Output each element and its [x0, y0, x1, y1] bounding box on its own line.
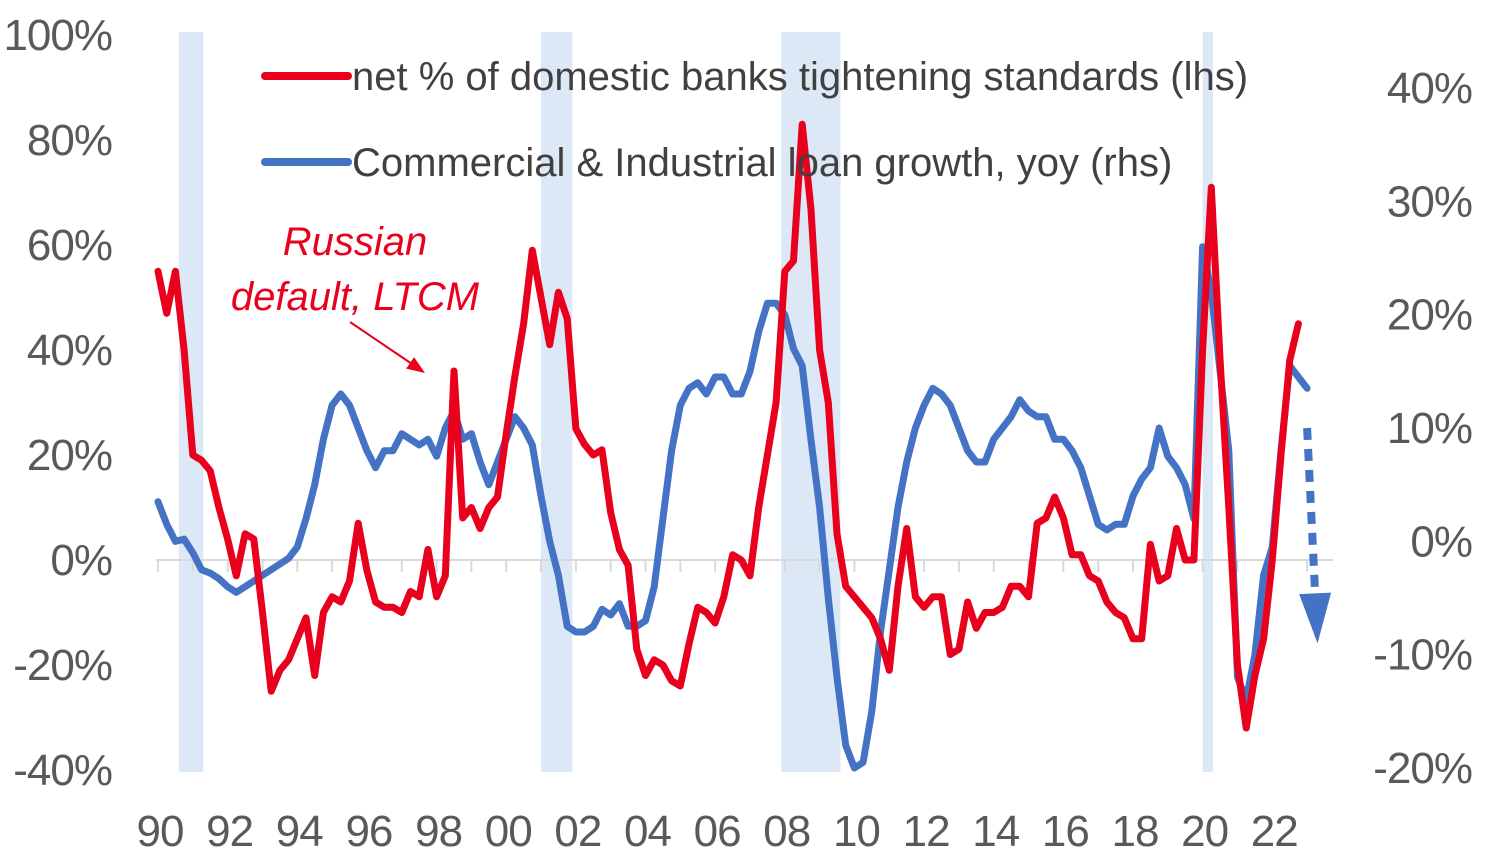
x-axis-label: 94	[276, 807, 323, 856]
x-axis-label: 96	[345, 807, 392, 856]
forecast-arrow-head	[1299, 592, 1332, 644]
x-axis-label: 10	[833, 807, 880, 856]
x-axis-label: 98	[415, 807, 462, 856]
x-axis-label: 18	[1112, 807, 1159, 856]
annotation-arrow	[349, 321, 416, 367]
left-axis-label: -20%	[13, 641, 112, 690]
x-axis-label: 02	[554, 807, 601, 856]
right-axis-label: 40%	[1387, 64, 1472, 113]
left-axis-labels: 100% 80% 60% 40% 20% 0% -20% -40%	[3, 11, 113, 795]
annotation-line-1: Russian	[283, 220, 428, 264]
series-lines	[154, 120, 1311, 772]
right-axis-label: 10%	[1387, 404, 1472, 453]
right-axis-label: -20%	[1373, 744, 1472, 793]
left-axis-label: -40%	[13, 746, 112, 795]
legend-label-tightening: net % of domestic banks tightening stand…	[352, 55, 1248, 99]
left-axis-label: 40%	[27, 326, 112, 375]
recession-band-1	[541, 32, 573, 772]
forecast-arrow	[1299, 427, 1332, 644]
x-axis-label: 00	[485, 807, 532, 856]
annotation-arrowhead	[406, 357, 425, 373]
annotation-line-2: default, LTCM	[231, 275, 480, 319]
legend-label-loan-growth: Commercial & Industrial loan growth, yoy…	[352, 141, 1172, 185]
x-axis-label: 12	[903, 807, 950, 856]
left-axis-label: 0%	[50, 536, 112, 585]
left-axis-label: 100%	[3, 11, 112, 60]
x-axis-label: 04	[624, 807, 671, 856]
right-axis-label: 0%	[1410, 517, 1472, 566]
left-axis-label: 20%	[27, 431, 112, 480]
x-axis-label: 92	[206, 807, 253, 856]
annotation: Russian default, LTCM	[231, 220, 480, 373]
x-axis-label: 90	[137, 807, 184, 856]
legend: net % of domestic banks tightening stand…	[261, 55, 1248, 185]
right-axis-label: -10%	[1373, 631, 1472, 680]
left-axis-label: 60%	[27, 221, 112, 270]
x-axis-label: 22	[1251, 807, 1298, 856]
series-line-tightening	[154, 120, 1302, 732]
x-axis-label: 14	[972, 807, 1019, 856]
recession-band-3	[1202, 32, 1214, 772]
x-axis-label: 08	[763, 807, 810, 856]
x-axis-label: 20	[1181, 807, 1228, 856]
x-axis-label: 16	[1042, 807, 1089, 856]
series-line-loan-growth	[154, 243, 1311, 772]
x-axis-label: 06	[694, 807, 741, 856]
x-axis-labels: 90 92 94 96 98 00 02 04 06 08 10 12 14 16 18 20 22	[137, 807, 1299, 856]
right-axis-label: 30%	[1387, 177, 1472, 226]
right-axis-label: 20%	[1387, 291, 1472, 340]
right-axis-labels: 40% 30% 20% 10% 0% -10% -20%	[1373, 64, 1473, 793]
left-axis-label: 80%	[27, 116, 112, 165]
forecast-arrow-shaft	[1303, 427, 1320, 594]
